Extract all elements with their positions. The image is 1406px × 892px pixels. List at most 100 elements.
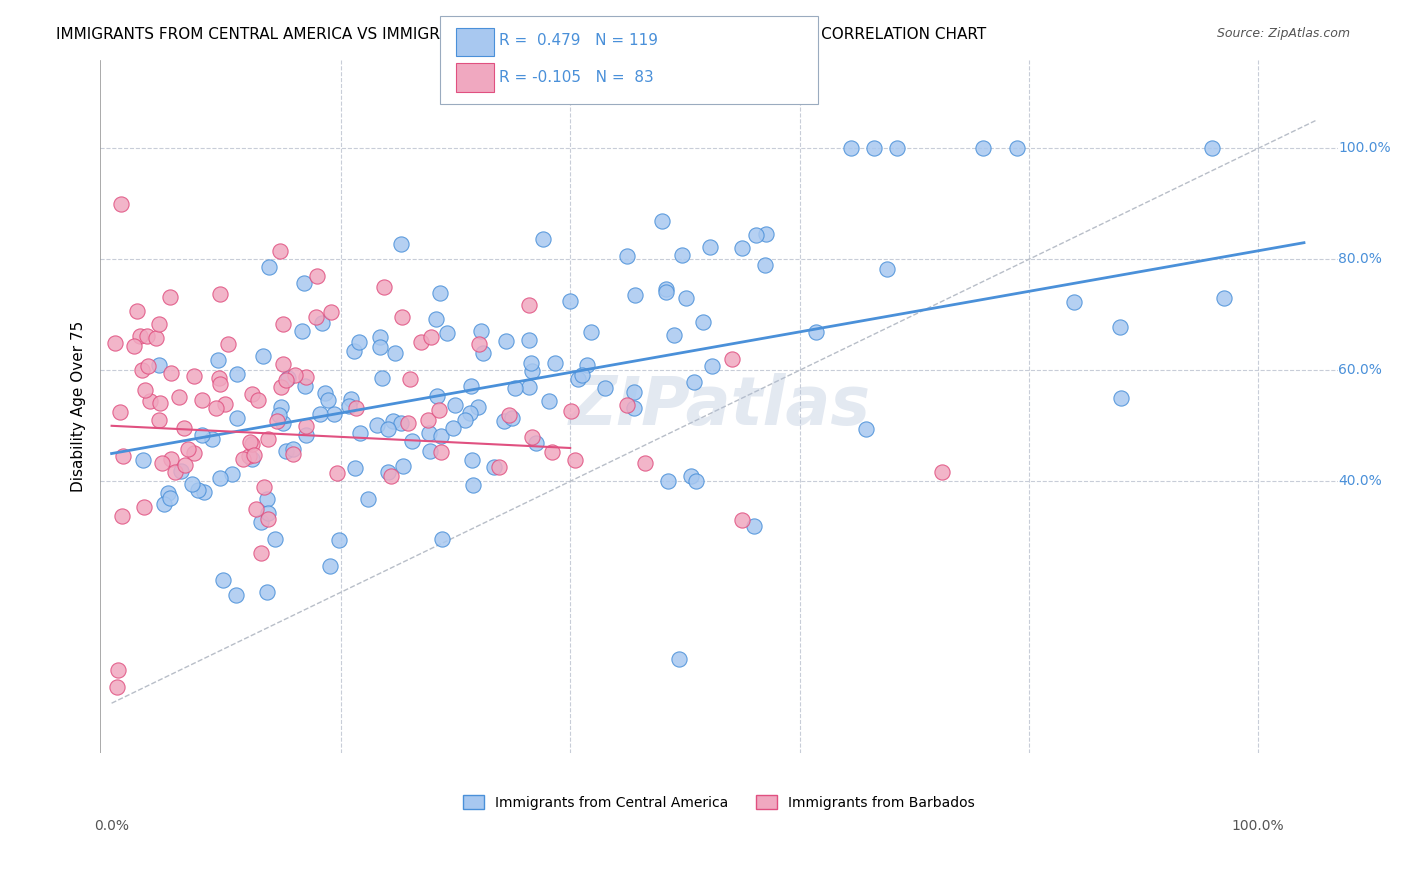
Point xyxy=(886,141,908,155)
Y-axis label: Disability Age Over 75: Disability Age Over 75 xyxy=(72,321,86,492)
Point xyxy=(193,485,215,500)
Point xyxy=(655,282,678,296)
Point xyxy=(134,500,156,515)
Point xyxy=(564,453,586,467)
Point xyxy=(755,227,778,241)
Text: 100.0%: 100.0% xyxy=(1339,141,1391,155)
Point xyxy=(524,436,547,450)
Text: 40.0%: 40.0% xyxy=(1339,475,1382,488)
Point xyxy=(467,401,489,415)
Point xyxy=(357,491,380,506)
Point xyxy=(623,401,645,416)
Point xyxy=(264,533,287,547)
Point xyxy=(207,352,229,367)
Point xyxy=(426,389,449,403)
Point xyxy=(267,408,290,422)
Point xyxy=(520,430,543,444)
Point xyxy=(699,240,721,254)
Point xyxy=(274,373,297,387)
Point xyxy=(430,429,453,443)
Point xyxy=(240,386,263,401)
Point xyxy=(149,396,172,410)
Point xyxy=(342,344,364,359)
Point xyxy=(347,334,370,349)
Point xyxy=(655,285,678,299)
Point xyxy=(742,518,765,533)
Point xyxy=(343,461,366,475)
Point xyxy=(173,420,195,434)
Point xyxy=(105,680,128,694)
Point xyxy=(340,392,363,407)
Point xyxy=(623,384,645,399)
Text: ZIPatlas: ZIPatlas xyxy=(568,374,870,440)
Point xyxy=(294,418,316,433)
Point xyxy=(1109,319,1132,334)
Point xyxy=(291,324,314,338)
Point xyxy=(373,280,395,294)
Point xyxy=(571,368,593,382)
Point xyxy=(567,372,589,386)
Point xyxy=(468,337,491,351)
Point xyxy=(209,470,232,484)
Point xyxy=(256,585,278,599)
Point xyxy=(160,451,183,466)
Point xyxy=(319,559,342,574)
Point xyxy=(425,311,447,326)
Point xyxy=(391,310,413,324)
Point xyxy=(482,459,505,474)
Point xyxy=(682,375,704,389)
Point xyxy=(543,356,565,370)
Point xyxy=(129,329,152,343)
Point xyxy=(389,236,412,251)
Point xyxy=(441,421,464,435)
Point xyxy=(488,459,510,474)
Point xyxy=(458,406,481,420)
Point xyxy=(319,305,342,319)
Point xyxy=(427,402,450,417)
Point xyxy=(392,459,415,474)
Point xyxy=(416,413,439,427)
Point xyxy=(420,330,443,344)
Point xyxy=(616,249,638,263)
Point xyxy=(292,276,315,290)
Point xyxy=(294,379,316,393)
Point xyxy=(517,298,540,312)
Point xyxy=(269,244,291,258)
Text: IMMIGRANTS FROM CENTRAL AMERICA VS IMMIGRANTS FROM BARBADOS DISABILITY AGE OVER : IMMIGRANTS FROM CENTRAL AMERICA VS IMMIG… xyxy=(56,27,987,42)
Point xyxy=(461,478,484,492)
Point xyxy=(159,290,181,304)
Point xyxy=(212,573,235,587)
Point xyxy=(1063,295,1085,310)
Point xyxy=(108,405,131,419)
Point xyxy=(384,346,406,360)
Point xyxy=(208,371,231,385)
Point xyxy=(139,393,162,408)
Point xyxy=(226,410,249,425)
Point xyxy=(136,359,159,373)
Point xyxy=(238,449,260,463)
Point xyxy=(671,248,693,262)
Point xyxy=(323,407,346,421)
Point xyxy=(470,324,492,338)
Point xyxy=(180,476,202,491)
Point xyxy=(131,363,153,377)
Point xyxy=(240,452,263,467)
Point xyxy=(270,380,292,394)
Point xyxy=(685,475,707,489)
Point xyxy=(250,516,273,530)
Point xyxy=(159,491,181,506)
Point xyxy=(132,453,155,467)
Point xyxy=(314,386,336,401)
Point xyxy=(806,326,828,340)
Point xyxy=(145,331,167,345)
Point xyxy=(156,485,179,500)
Point xyxy=(252,349,274,363)
Point xyxy=(531,232,554,246)
Point xyxy=(498,408,520,422)
Point xyxy=(501,411,523,425)
Point xyxy=(159,366,181,380)
Point xyxy=(191,428,214,442)
Point xyxy=(429,286,451,301)
Point xyxy=(225,588,247,602)
Point xyxy=(1201,141,1223,155)
